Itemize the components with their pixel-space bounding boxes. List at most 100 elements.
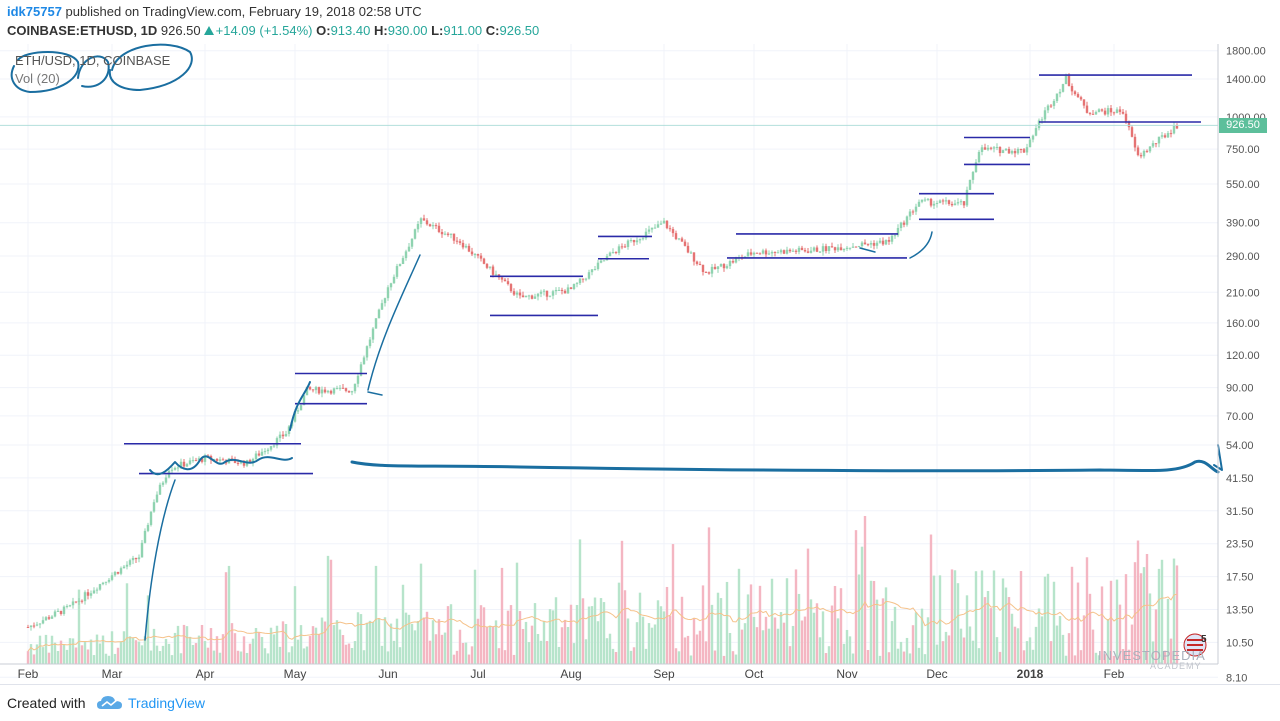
volume-bar bbox=[647, 623, 651, 664]
candle-body bbox=[986, 147, 990, 150]
candle-body bbox=[74, 601, 78, 603]
publish-info: idk75757 published on TradingView.com, F… bbox=[7, 4, 422, 19]
volume-bar bbox=[146, 595, 150, 664]
candle-body bbox=[38, 623, 42, 625]
candle-body bbox=[815, 247, 819, 252]
volume-bar bbox=[890, 621, 894, 664]
volume-bar bbox=[392, 640, 396, 664]
volume-bar bbox=[371, 621, 375, 664]
volume-bar bbox=[380, 645, 384, 664]
volume-bar bbox=[1157, 568, 1161, 664]
candle-body bbox=[314, 387, 318, 391]
volume-bar bbox=[263, 648, 267, 664]
volume-bar bbox=[770, 578, 774, 664]
volume-bar bbox=[593, 597, 597, 664]
candle-body bbox=[380, 303, 384, 310]
volume-bar bbox=[707, 527, 711, 664]
candle-body bbox=[32, 625, 36, 627]
volume-bar bbox=[302, 648, 306, 664]
candle-body bbox=[101, 582, 105, 585]
candle-body bbox=[41, 620, 45, 624]
volume-bar bbox=[641, 616, 645, 664]
volume-bar bbox=[521, 628, 525, 664]
candle-body bbox=[602, 260, 606, 262]
candle-body bbox=[1034, 128, 1038, 136]
volume-bar bbox=[1103, 654, 1107, 664]
volume-bar bbox=[560, 627, 564, 664]
ink-stroke bbox=[350, 459, 1220, 474]
candle-body bbox=[1010, 151, 1014, 154]
volume-bar bbox=[533, 603, 537, 664]
candle-body bbox=[188, 460, 192, 465]
flag-icon[interactable] bbox=[1183, 633, 1207, 657]
price-tick-label: 31.50 bbox=[1226, 506, 1254, 518]
candle-body bbox=[1145, 150, 1149, 152]
candle-body bbox=[296, 410, 300, 412]
volume-bar bbox=[311, 626, 315, 664]
volume-bar bbox=[848, 636, 852, 664]
volume-bar bbox=[989, 608, 993, 664]
candle-body bbox=[182, 461, 186, 467]
volume-bar bbox=[992, 570, 996, 664]
candle-body bbox=[236, 462, 240, 464]
volume-bar bbox=[506, 610, 510, 664]
volume-bar bbox=[1100, 586, 1104, 664]
volume-legend[interactable]: Vol (20) bbox=[15, 71, 60, 86]
last-price: 926.50 bbox=[160, 23, 201, 38]
volume-bar bbox=[677, 651, 681, 664]
candle-body bbox=[707, 272, 711, 274]
candle-body bbox=[896, 227, 900, 236]
volume-bar bbox=[1001, 578, 1005, 664]
candle-body bbox=[1046, 105, 1050, 111]
candle-body bbox=[428, 224, 432, 227]
volume-bar bbox=[512, 654, 516, 664]
volume-bar bbox=[527, 642, 531, 664]
candle-body bbox=[1076, 94, 1080, 98]
candlesticks bbox=[26, 73, 1179, 631]
candle-body bbox=[1013, 151, 1017, 154]
candle-body bbox=[344, 388, 348, 391]
candle-body bbox=[47, 617, 51, 619]
volume-bar bbox=[398, 647, 402, 664]
candle-body bbox=[746, 252, 750, 257]
candle-body bbox=[962, 201, 966, 206]
candle-body bbox=[854, 246, 858, 248]
candle-body bbox=[869, 243, 873, 245]
candle-body bbox=[608, 252, 612, 257]
candle-body bbox=[437, 225, 441, 232]
volume-bar bbox=[830, 605, 834, 664]
candle-body bbox=[710, 266, 714, 274]
volume-bar bbox=[866, 649, 870, 664]
username-link[interactable]: idk75757 bbox=[7, 4, 62, 19]
candle-body bbox=[92, 590, 96, 594]
volume-bar bbox=[461, 642, 465, 664]
volume-bar bbox=[1118, 604, 1122, 664]
candle-body bbox=[350, 391, 354, 393]
volume-bar bbox=[68, 638, 72, 664]
volume-bar bbox=[38, 635, 42, 664]
volume-bar bbox=[923, 654, 927, 664]
time-tick-label: 2018 bbox=[1017, 667, 1044, 681]
candle-body bbox=[599, 260, 603, 263]
volume-bar bbox=[101, 635, 105, 664]
volume-bar bbox=[500, 567, 504, 664]
candle-body bbox=[569, 287, 573, 289]
candle-body bbox=[701, 264, 705, 272]
series-title[interactable]: ETH/USD, 1D, COINBASE bbox=[15, 53, 171, 68]
tradingview-link[interactable]: TradingView bbox=[128, 695, 206, 711]
volume-bar bbox=[950, 569, 954, 664]
candle-body bbox=[551, 291, 555, 296]
tradingview-cloud-icon[interactable] bbox=[96, 694, 124, 712]
volume-bar bbox=[545, 641, 549, 664]
price-tick-label: 90.00 bbox=[1226, 383, 1254, 395]
volume-bar bbox=[812, 612, 816, 664]
grid-lines bbox=[0, 44, 1218, 678]
price-axis: 1800.001400.001000.00750.00550.00390.002… bbox=[1226, 46, 1266, 685]
candle-body bbox=[122, 566, 126, 569]
volume-bar bbox=[926, 617, 930, 664]
volume-bar bbox=[683, 637, 687, 664]
candle-body bbox=[197, 458, 201, 461]
candle-body bbox=[659, 223, 663, 225]
candle-body bbox=[713, 266, 717, 269]
